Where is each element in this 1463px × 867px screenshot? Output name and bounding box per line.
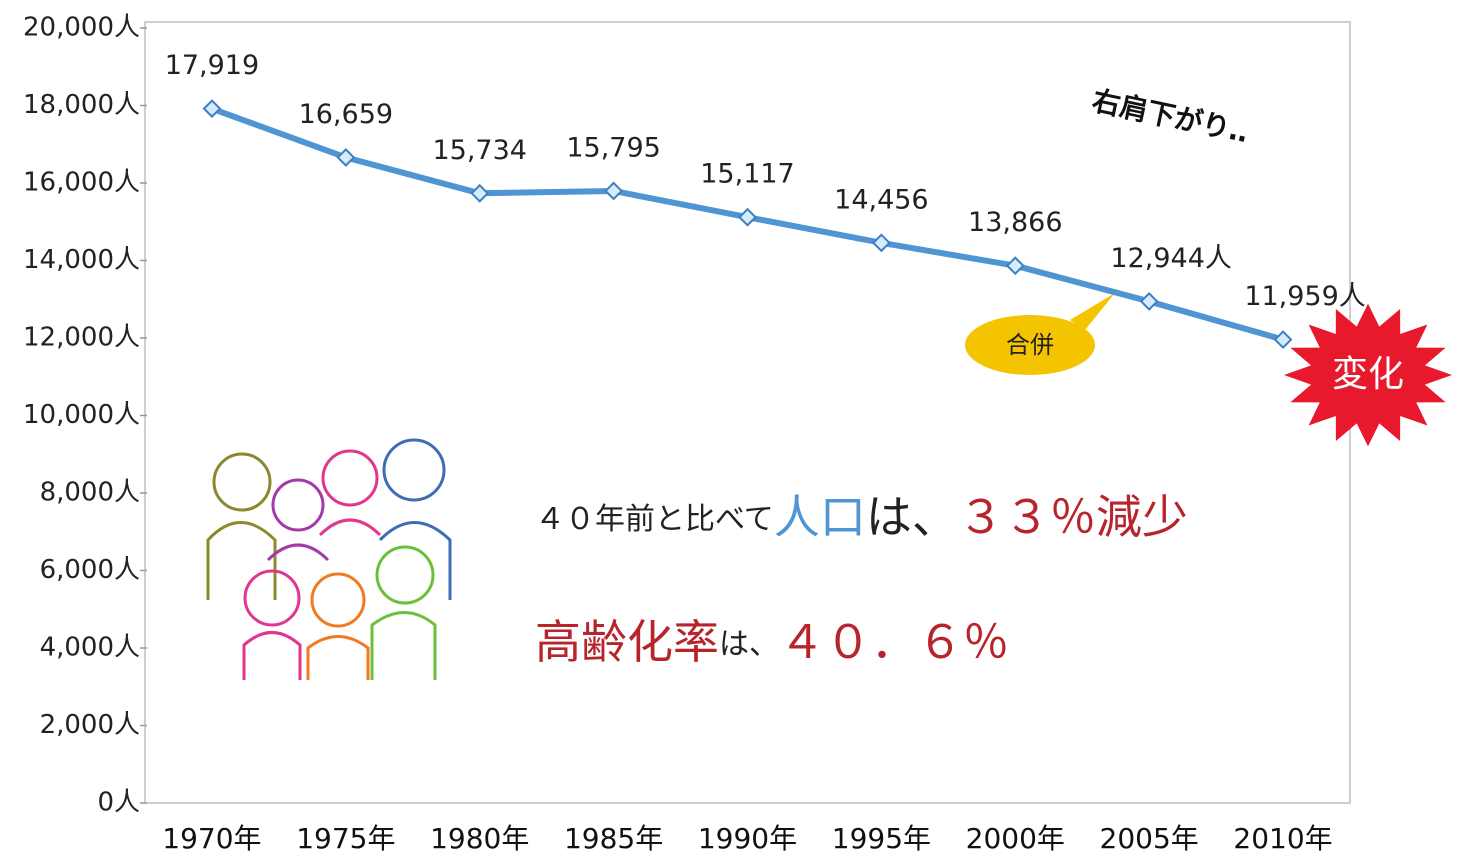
y-tick-label: 8,000人 bbox=[40, 478, 140, 508]
x-tick-label: 1995年 bbox=[832, 822, 931, 855]
y-tick-label: 18,000人 bbox=[23, 90, 140, 120]
x-tick-label: 1975年 bbox=[296, 822, 395, 855]
x-tick-label: 2005年 bbox=[1100, 822, 1199, 855]
change-annotation: 変化 bbox=[1332, 354, 1404, 395]
marker bbox=[740, 209, 756, 225]
marker bbox=[1007, 258, 1023, 274]
y-tick-label: 4,000人 bbox=[40, 633, 140, 663]
message-part: ４０．６％ bbox=[779, 615, 1009, 669]
data-label: 15,795 bbox=[566, 132, 660, 163]
message-part: は、 bbox=[866, 490, 958, 544]
y-tick-label: 0人 bbox=[97, 788, 140, 818]
y-tick-label: 14,000人 bbox=[23, 245, 140, 275]
page: 合併 変化 右肩下がり‥ 0人 2,000人 4,000人 6,000人 8,000人 1… bbox=[0, 0, 1463, 867]
message-part: ３３％減少 bbox=[958, 490, 1188, 544]
message: ４０年前と比べて人口は、３３％減少 bbox=[535, 490, 1188, 544]
message-part: ４０年前と比べて bbox=[535, 502, 774, 537]
y-tick-label: 10,000人 bbox=[23, 400, 140, 430]
merger-annotation: 合併 bbox=[1006, 331, 1054, 359]
chart: 合併 変化 右肩下がり‥ 0人 2,000人 4,000人 6,000人 8,000人 1… bbox=[0, 0, 1463, 863]
y-tick-label: 20,000人 bbox=[23, 13, 140, 43]
message-part: は、 bbox=[719, 627, 779, 662]
data-label: 15,117 bbox=[700, 159, 794, 190]
message: 高齢化率は、４０．６％ bbox=[535, 615, 1009, 669]
message-part: 人口 bbox=[774, 490, 866, 544]
x-tick-label: 2010年 bbox=[1233, 822, 1332, 855]
data-label: 13,866 bbox=[968, 207, 1062, 238]
plot-frame bbox=[145, 22, 1350, 803]
message-part: 高齢化率 bbox=[535, 615, 719, 669]
data-label: 15,734 bbox=[432, 135, 526, 166]
marker bbox=[1275, 332, 1291, 348]
x-tick-label: 1980年 bbox=[430, 822, 529, 855]
people-illustration bbox=[208, 440, 450, 680]
trend-annotation: 右肩下がり‥ bbox=[1089, 84, 1251, 149]
marker bbox=[873, 235, 889, 251]
y-tick-label: 2,000人 bbox=[40, 710, 140, 740]
data-label: 16,659 bbox=[299, 99, 393, 130]
marker bbox=[472, 185, 488, 201]
x-tick-label: 2000年 bbox=[966, 822, 1065, 855]
marker bbox=[606, 183, 622, 199]
data-label: 14,456 bbox=[834, 184, 928, 215]
marker bbox=[338, 149, 354, 165]
data-label: 11,959人 bbox=[1244, 281, 1365, 312]
y-tick-label: 6,000人 bbox=[40, 555, 140, 585]
x-tick-label: 1970年 bbox=[162, 822, 261, 855]
marker bbox=[204, 101, 220, 117]
y-tick-label: 16,000人 bbox=[23, 168, 140, 198]
marker bbox=[1141, 293, 1157, 309]
data-label: 12,944人 bbox=[1110, 243, 1231, 274]
data-label: 17,919 bbox=[165, 50, 259, 81]
y-tick-label: 12,000人 bbox=[23, 323, 140, 353]
x-tick-label: 1985年 bbox=[564, 822, 663, 855]
x-tick-label: 1990年 bbox=[698, 822, 797, 855]
